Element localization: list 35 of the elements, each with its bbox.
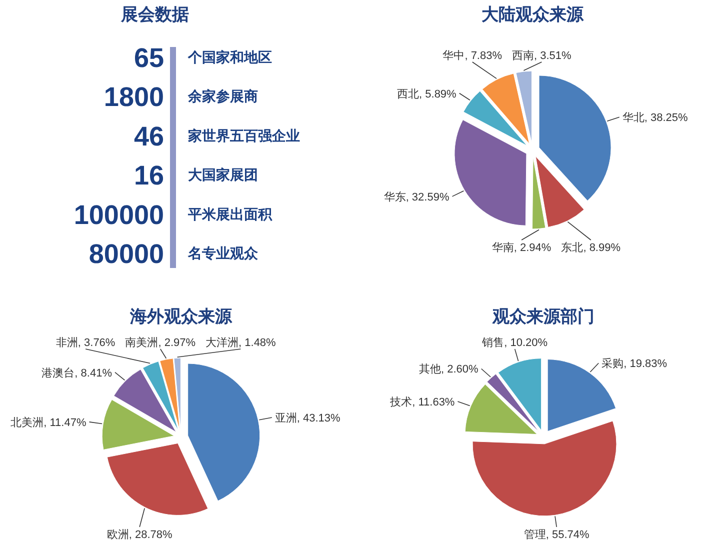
slice-label: 西南, 3.51% [512,49,572,62]
chart-title: 大陆观众来源 [482,5,584,24]
slice-label: 大洋洲, 1.48% [206,336,276,349]
chart-title: 观众来源部门 [492,307,594,326]
category-label: 平米展出面积 [187,206,273,222]
data-label: 80000 [88,239,164,269]
text: 展会数据 [120,5,189,24]
category-label: 大国家展团 [188,166,258,183]
slice-label: 东北, 8.99% [561,241,621,254]
slice-label: 港澳台, 8.41% [42,366,112,380]
slice-label: 管理, 55.74% [524,529,590,541]
slice-label: 华南, 2.94% [492,241,552,254]
category-label: 名专业观众 [187,245,259,261]
data-label: 100000 [74,200,164,230]
slice-label: 南美洲, 2.97% [125,336,196,349]
slice-label: 华中, 7.83% [442,49,502,62]
slice-label: 北美洲, 11.47% [10,416,86,429]
slice-label: 其他, 2.60% [419,362,479,376]
data-label: 46 [134,121,164,152]
category-label: 家世界五百强企业 [187,127,300,144]
slice-label: 销售, 10.20% [481,337,548,349]
data-label: 65 [134,43,164,73]
data-label: 1800 [104,82,164,112]
category-label: 余家参展商 [187,88,258,104]
slice-label: 非洲, 3.76% [56,336,116,349]
slice-label: 采购, 19.83% [602,357,668,370]
slice-label: 华东, 32.59% [384,190,450,204]
slice-label: 华北, 38.25% [622,111,688,124]
slice-label: 欧洲, 28.78% [106,528,173,541]
category-label: 个国家和地区 [187,49,272,65]
chart-title: 海外观众来源 [129,307,233,326]
slice-label: 亚洲, 43.13% [274,412,341,425]
slice-label: 西北, 5.89% [397,87,457,100]
slice-label: 技术, 11.63% [389,395,455,408]
data-label: 16 [134,160,164,191]
